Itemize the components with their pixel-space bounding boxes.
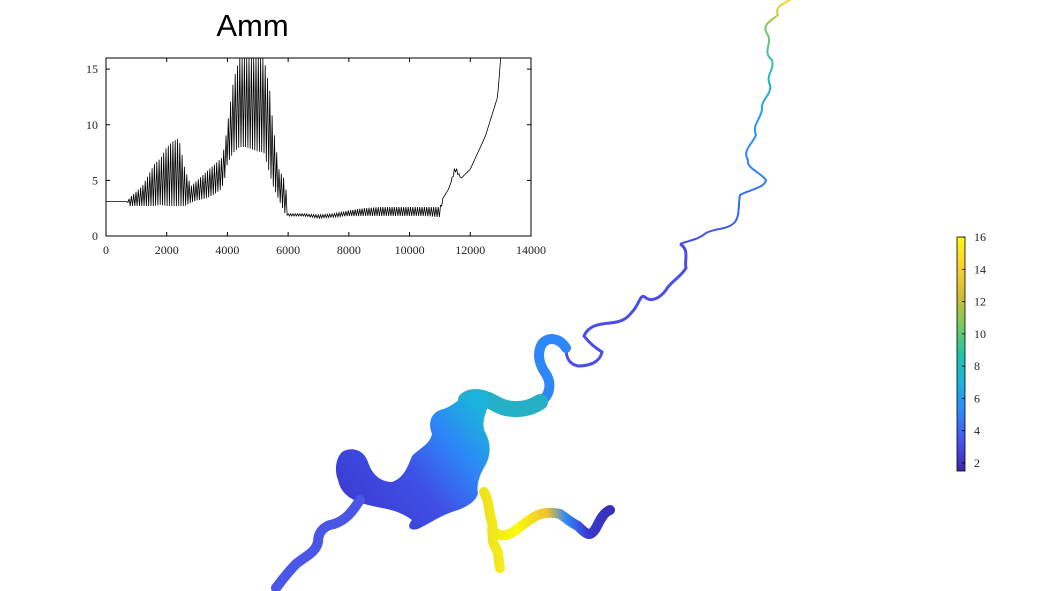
y-tick-label: 0 xyxy=(92,229,98,243)
y-tick-label: 15 xyxy=(86,62,98,76)
river-lake-map xyxy=(271,0,791,591)
chart-title: Amm xyxy=(216,8,289,43)
series-line xyxy=(106,57,501,220)
main-lake xyxy=(335,391,490,530)
colorbar-tick-label: 12 xyxy=(974,295,986,309)
side-arm xyxy=(479,487,615,573)
x-axis-ticks: 0 2000 4000 6000 8000 10000 12000 14000 xyxy=(103,58,546,257)
lower-river xyxy=(271,495,365,591)
upper-river xyxy=(679,0,791,245)
middle-river xyxy=(564,242,688,368)
colorbar-tick-label: 6 xyxy=(974,391,980,405)
x-tick-label: 12000 xyxy=(455,243,485,257)
colorbar-tick-label: 10 xyxy=(974,327,986,341)
x-tick-label: 2000 xyxy=(155,243,179,257)
colorbar-ticks: 2 4 6 8 10 12 14 16 xyxy=(962,230,986,470)
colorbar-tick-label: 2 xyxy=(974,456,980,470)
x-tick-label: 10000 xyxy=(395,243,425,257)
y-axis-ticks: 0 5 10 15 xyxy=(86,62,531,243)
colorbar-tick-label: 16 xyxy=(974,230,986,244)
y-tick-label: 5 xyxy=(92,173,98,187)
x-tick-label: 14000 xyxy=(516,243,546,257)
river-bend xyxy=(534,334,571,407)
colorbar: 2 4 6 8 10 12 14 16 xyxy=(956,230,986,472)
colorbar-bar xyxy=(956,236,966,472)
series-path xyxy=(106,57,501,220)
x-tick-label: 8000 xyxy=(337,243,361,257)
colorbar-tick-label: 4 xyxy=(974,424,980,438)
inset-line-plot: 0 2000 4000 6000 8000 10000 12000 14000 0 5 10 15 xyxy=(86,57,546,257)
colorbar-tick-label: 8 xyxy=(974,359,980,373)
x-tick-label: 0 xyxy=(103,243,109,257)
x-tick-label: 4000 xyxy=(215,243,239,257)
plot-frame xyxy=(105,57,532,237)
colorbar-tick-label: 14 xyxy=(974,262,986,276)
y-tick-label: 10 xyxy=(86,118,98,132)
x-tick-label: 6000 xyxy=(276,243,300,257)
